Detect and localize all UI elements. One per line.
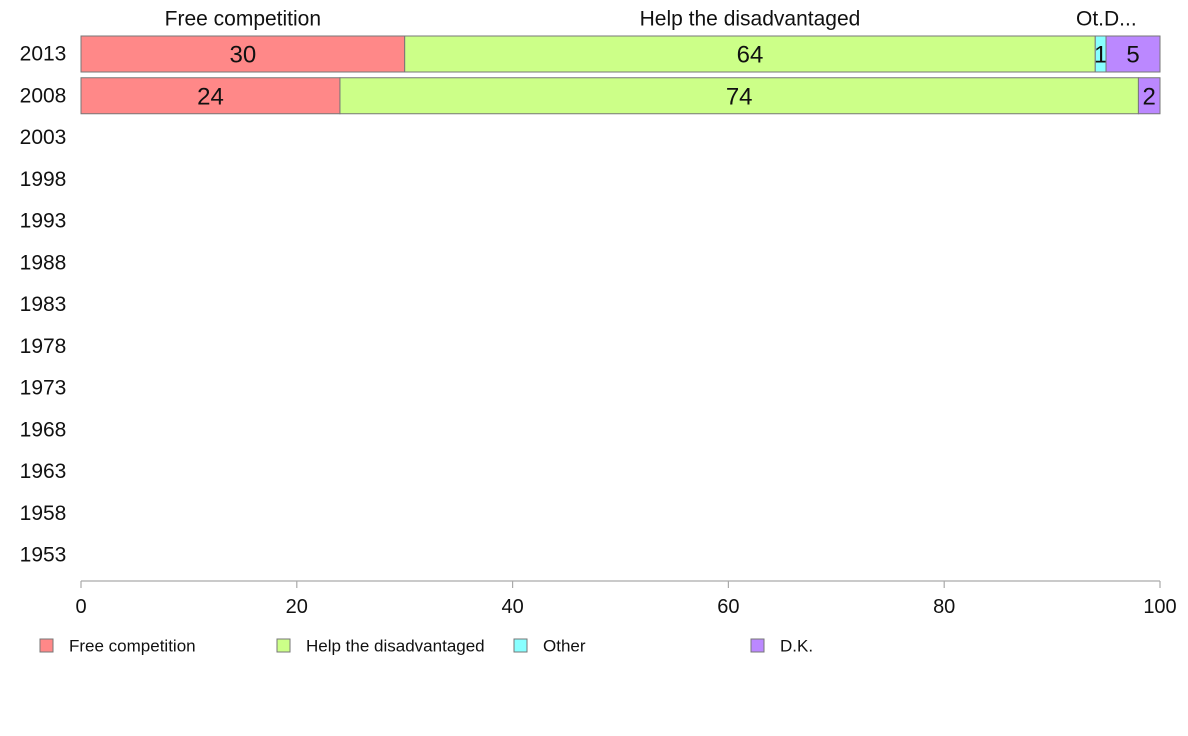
x-tick-label-100: 100 (1143, 596, 1176, 618)
legend-label-1: Help the disadvantaged (306, 637, 485, 656)
bar-value-label-2008-0: 24 (197, 83, 224, 110)
legend-swatch-0 (39, 638, 54, 653)
legend-label-0: Free competition (69, 637, 196, 656)
category-label-1993: 1993 (20, 210, 67, 233)
category-label-1953: 1953 (20, 544, 67, 567)
legend-label-3: D.K. (780, 637, 813, 656)
x-tick-label-80: 80 (933, 596, 955, 618)
bar-value-label-2008-3: 2 (1143, 83, 1156, 110)
bar-value-label-2008-1: 74 (726, 83, 753, 110)
category-label-1968: 1968 (20, 418, 67, 441)
category-label-1978: 1978 (20, 335, 67, 358)
bar-value-label-2013-3: 5 (1126, 42, 1139, 69)
bar-2013-free-competition (80, 35, 406, 73)
x-tick-label-0: 0 (75, 596, 86, 618)
category-label-1963: 1963 (20, 460, 67, 483)
legend-swatch-2 (513, 638, 528, 653)
bar-value-label-2013-1: 64 (737, 42, 764, 69)
bar-2008-help-the-disadvantaged (339, 77, 1139, 115)
legend-swatch-1 (276, 638, 291, 653)
segment-header-2: Ot. (1076, 8, 1104, 31)
segment-header-3: D... (1104, 8, 1137, 31)
category-label-2013: 2013 (20, 43, 67, 66)
segment-header-0: Free competition (165, 8, 321, 31)
bar-2013-help-the-disadvantaged (404, 35, 1096, 73)
category-label-1973: 1973 (20, 377, 67, 400)
segment-header-1: Help the disadvantaged (640, 8, 861, 31)
legend-swatch-3 (750, 638, 765, 653)
bar-2013-d-k- (1105, 35, 1161, 73)
bar-value-label-2013-2: 1 (1094, 42, 1107, 69)
x-tick-label-40: 40 (501, 596, 523, 618)
category-label-1958: 1958 (20, 502, 67, 525)
category-label-1988: 1988 (20, 251, 67, 274)
x-tick-label-60: 60 (717, 596, 739, 618)
bar-value-label-2013-0: 30 (229, 42, 256, 69)
category-label-2003: 2003 (20, 126, 67, 149)
x-tick-label-20: 20 (286, 596, 308, 618)
category-label-1998: 1998 (20, 168, 67, 191)
bar-2008-d-k- (1137, 77, 1161, 115)
category-label-2008: 2008 (20, 84, 67, 107)
category-label-1983: 1983 (20, 293, 67, 316)
legend-label-2: Other (543, 637, 586, 656)
